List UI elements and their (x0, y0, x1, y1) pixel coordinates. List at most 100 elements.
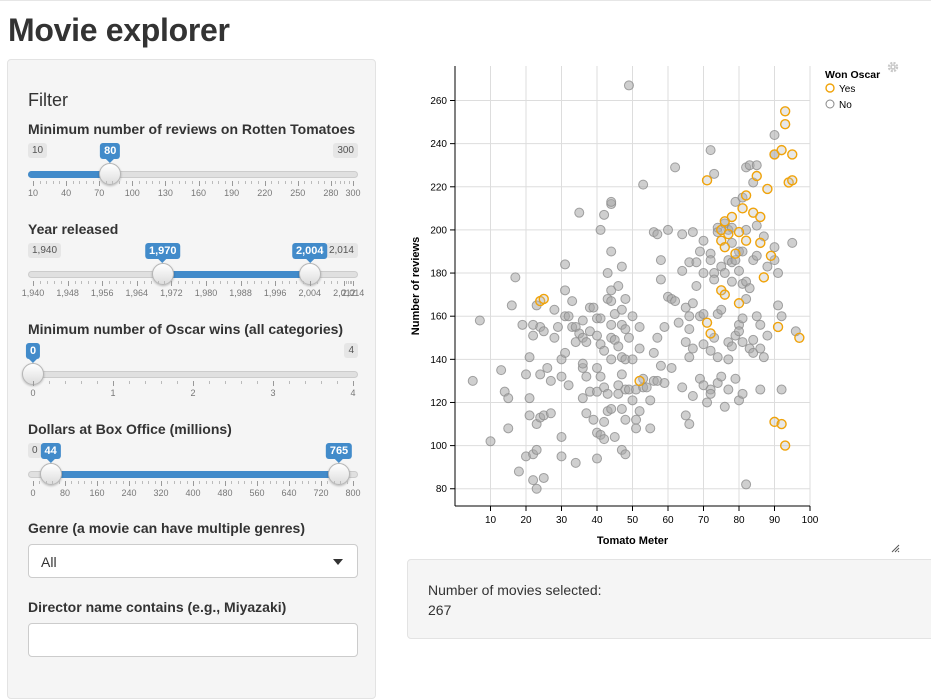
data-point-no-oscar (737, 313, 748, 324)
slider-minor-tick (276, 481, 278, 484)
year-from-handle[interactable] (151, 263, 174, 285)
data-point-no-oscar (705, 388, 716, 399)
slider-minor-tick (84, 481, 86, 484)
gear-icon[interactable] (886, 60, 900, 74)
slider-tick (353, 281, 354, 286)
slider-minor-tick (112, 181, 114, 184)
genre-select[interactable]: All (28, 544, 358, 578)
slider-minor-tick (251, 181, 253, 184)
data-point-no-oscar (574, 207, 585, 218)
data-point-no-oscar (691, 257, 702, 268)
director-input[interactable] (28, 623, 358, 657)
slider-minor-tick (225, 381, 226, 384)
reviews-handle[interactable] (99, 163, 122, 185)
slider-minor-tick (177, 381, 178, 384)
slider-minor-tick (324, 181, 326, 184)
x-tick-label: 70 (698, 515, 710, 526)
slider-tick (193, 481, 194, 486)
slider-tick-label: 160 (191, 188, 207, 198)
data-point-no-oscar (528, 475, 539, 486)
slider-minor-tick (148, 481, 150, 484)
boxoffice-from-handle[interactable] (39, 463, 62, 485)
slider-tick (33, 281, 34, 286)
data-point-no-oscar (687, 227, 698, 238)
year-label: Year released (28, 221, 119, 237)
slider-minor-tick (289, 381, 290, 384)
slider-minor-tick (178, 181, 180, 184)
slider-minor-tick (304, 181, 306, 184)
slider-minor-tick (333, 481, 335, 484)
selected-count-value: 267 (428, 602, 452, 618)
data-point-no-oscar (631, 423, 642, 434)
slider-minor-tick (88, 281, 90, 284)
slider-minor-tick (289, 281, 290, 284)
boxoffice-fill (50, 471, 339, 478)
slider-tick-label: 2,004 (298, 288, 322, 298)
data-point-no-oscar (634, 343, 645, 354)
data-point-no-oscar (645, 395, 656, 406)
slider-minor-tick (46, 181, 48, 184)
slider-minor-tick (199, 281, 201, 284)
slider-minor-tick (205, 181, 207, 184)
year-to-bubble: 2,004 (291, 243, 328, 263)
boxoffice-to-handle[interactable] (328, 463, 350, 485)
data-point-no-oscar (737, 337, 748, 348)
slider-minor-tick (347, 281, 349, 284)
slider-tick (132, 181, 134, 186)
slider-minor-tick (344, 181, 346, 184)
data-point-no-oscar (787, 237, 798, 248)
oscars-ticks: 0 1 2 3 4 (28, 381, 358, 405)
slider-tick-label: 1,996 (263, 288, 287, 298)
data-point-no-oscar (652, 332, 663, 343)
scatter-plot[interactable]: 10 20 30 40 50 60 70 80 90 100 80 100 120 140 160 180 20… (405, 58, 905, 558)
slider-minor-tick (186, 481, 188, 484)
slider-minor-tick (337, 281, 339, 284)
data-point-no-oscar (595, 224, 606, 235)
director-control: Director name contains (e.g., Miyazaki) (28, 599, 358, 615)
slider-minor-tick (257, 381, 258, 384)
data-point-no-oscar (503, 393, 514, 404)
data-point-no-oscar (641, 382, 652, 393)
slider-minor-tick (46, 281, 48, 284)
data-point-no-oscar (684, 419, 695, 430)
genre-selected-value: All (41, 554, 57, 570)
oscars-label: Minimum number of Oscar wins (all catego… (28, 321, 344, 337)
year-slider[interactable]: 1,940 2,014 1,970 2,004 1,940 1,948 1,956 1… (22, 243, 364, 313)
data-point-no-oscar (592, 386, 602, 397)
slider-minor-tick (205, 481, 207, 484)
resize-handle-icon[interactable] (890, 543, 900, 553)
data-point-no-oscar (758, 352, 769, 363)
boxoffice-slider[interactable]: 0 44 765 0 80 160 240 320 400 480 560 640 720 800 (28, 443, 361, 513)
data-point-no-oscar (556, 451, 567, 462)
oscars-slider[interactable]: 4 0 0 1 2 3 4 (22, 343, 358, 413)
oscars-track[interactable] (28, 371, 358, 378)
data-point-no-oscar (751, 250, 762, 261)
slider-minor-tick (52, 181, 54, 184)
data-point-no-oscar (673, 317, 684, 328)
boxoffice-label: Dollars at Box Office (millions) (28, 421, 232, 437)
data-point-no-oscar (584, 326, 595, 337)
year-ticks: 1,940 1,948 1,956 1,964 1,972 1,980 1,988 1,996… (22, 281, 364, 305)
slider-minor-tick (122, 481, 124, 484)
slider-minor-tick (79, 181, 81, 184)
data-point-no-oscar (709, 274, 720, 285)
data-point-no-oscar (744, 283, 755, 294)
slider-tick (330, 181, 332, 186)
data-point-no-oscar (592, 453, 602, 464)
y-tick-label: 200 (430, 225, 447, 236)
data-point-won-oscar (634, 375, 645, 387)
legend-swatch-no (825, 99, 835, 109)
slider-minor-tick (158, 181, 160, 184)
boxoffice-min-label: 0 (28, 443, 42, 458)
slider-tick-label: 70 (94, 188, 105, 198)
data-point-no-oscar (716, 304, 727, 315)
data-point-no-oscar (538, 472, 549, 483)
slider-tick-label: 3 (270, 388, 276, 398)
data-point-no-oscar (595, 313, 606, 324)
reviews-control: Minimum number of reviews on Rotten Toma… (28, 121, 361, 198)
data-point-no-oscar (613, 281, 624, 291)
reviews-slider[interactable]: 10 300 80 10 40 70 100 130 160 190 220 250 280 300 (28, 143, 361, 213)
data-point-no-oscar (485, 436, 496, 447)
reviews-max-label: 300 (333, 143, 358, 158)
slider-minor-tick (45, 481, 47, 484)
